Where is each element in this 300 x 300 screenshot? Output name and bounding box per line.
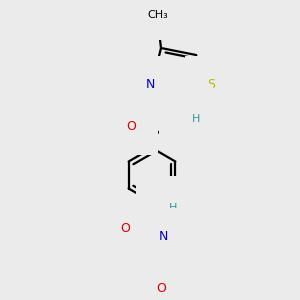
Text: O: O [120, 223, 130, 236]
Text: N: N [158, 230, 168, 244]
Text: N: N [145, 79, 155, 92]
Text: S: S [207, 79, 215, 92]
Text: N: N [181, 109, 191, 122]
Text: O: O [156, 283, 166, 296]
Text: N: N [158, 199, 168, 212]
Text: H: H [169, 203, 177, 213]
Text: N: N [156, 235, 166, 248]
Text: CH₃: CH₃ [148, 10, 168, 20]
Text: H: H [192, 114, 200, 124]
Text: O: O [126, 119, 136, 133]
